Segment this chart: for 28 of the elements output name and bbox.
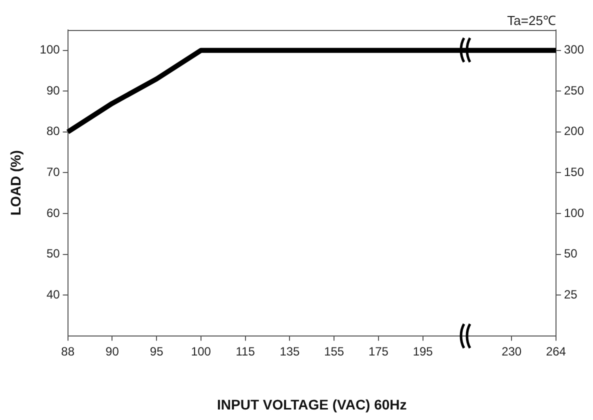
- category-label: 150: [564, 165, 584, 180]
- y-axis-title: LOAD (%): [7, 150, 24, 216]
- y-tick-label: 60: [46, 206, 60, 220]
- category-label: 200: [564, 124, 584, 138]
- text: Ta=25℃: [507, 13, 556, 28]
- y-tick-label: 80: [46, 124, 60, 138]
- x-tick-label: 90: [106, 344, 120, 358]
- category-label: 300: [564, 42, 584, 57]
- category-label: 25: [564, 287, 578, 302]
- category-label: 250: [564, 83, 584, 98]
- x-tick-label: 264: [546, 344, 566, 358]
- x-tick-label: 155: [324, 344, 344, 358]
- category-label: 100: [564, 206, 584, 220]
- y-tick-label: 50: [46, 246, 60, 261]
- x-tick-label: 230: [502, 344, 522, 358]
- y-tick-label: 90: [46, 83, 60, 98]
- y-tick-label: 100: [40, 42, 60, 57]
- y-tick-label: 40: [46, 287, 60, 302]
- y-tick-label: 70: [46, 165, 60, 180]
- x-tick-label: 195: [412, 344, 434, 358]
- x-tick-label: 135: [280, 344, 300, 358]
- category-label: 50: [564, 246, 578, 261]
- x-tick-label: 95: [150, 344, 164, 358]
- x-axis-title: INPUT VOLTAGE (VAC) 60Hz: [217, 396, 407, 412]
- x-tick-label: 88: [61, 344, 75, 358]
- x-tick-label: 175: [368, 344, 389, 358]
- x-tick-label: 100: [190, 344, 212, 358]
- x-tick-label: 115: [236, 344, 256, 358]
